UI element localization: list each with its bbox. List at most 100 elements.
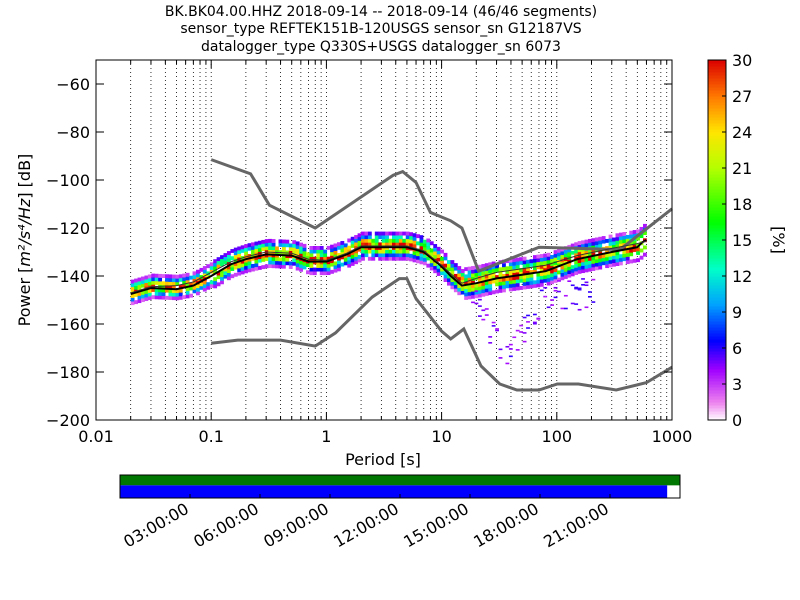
colorbar-segment bbox=[708, 243, 726, 247]
density-cell bbox=[598, 254, 603, 259]
density-cell bbox=[498, 348, 503, 351]
density-cell bbox=[422, 246, 427, 251]
density-cell bbox=[178, 285, 183, 290]
density-cell bbox=[237, 268, 242, 272]
density-cell bbox=[488, 291, 493, 296]
density-cell bbox=[302, 247, 307, 252]
density-cell bbox=[285, 261, 290, 266]
density-cell bbox=[550, 280, 555, 285]
density-cell bbox=[484, 281, 489, 286]
density-cell bbox=[457, 266, 462, 270]
density-cell bbox=[529, 270, 534, 274]
density-cell bbox=[288, 261, 293, 266]
density-cell bbox=[192, 271, 197, 276]
colorbar-segment bbox=[708, 222, 726, 226]
colorbar-segment bbox=[708, 72, 726, 76]
density-cell bbox=[223, 260, 228, 265]
density-cell bbox=[192, 278, 197, 283]
density-cell bbox=[295, 241, 300, 246]
density-cell bbox=[574, 242, 579, 247]
density-cell bbox=[385, 256, 389, 261]
density-cell bbox=[412, 236, 417, 241]
density-cell bbox=[264, 264, 269, 269]
density-cell bbox=[240, 270, 245, 275]
density-cell bbox=[543, 271, 548, 276]
density-cell bbox=[309, 246, 314, 250]
colorbar-segment bbox=[708, 150, 726, 154]
density-cell bbox=[213, 277, 218, 282]
density-cell bbox=[409, 235, 414, 240]
density-cell bbox=[560, 251, 565, 256]
density-cell bbox=[271, 264, 276, 269]
density-cell bbox=[567, 273, 572, 278]
density-cell bbox=[391, 242, 396, 247]
density-cell bbox=[137, 281, 142, 286]
density-cell bbox=[275, 250, 279, 254]
colorbar-segment bbox=[708, 396, 726, 400]
density-cell bbox=[292, 247, 297, 252]
density-cell bbox=[171, 285, 176, 290]
density-cell bbox=[244, 258, 248, 263]
density-cell bbox=[299, 264, 304, 269]
density-cell bbox=[608, 259, 613, 264]
density-cell bbox=[130, 297, 135, 302]
density-cell bbox=[522, 332, 527, 334]
density-cell bbox=[140, 280, 145, 285]
density-cell bbox=[185, 283, 190, 288]
noise-models bbox=[210, 158, 673, 392]
density-cell bbox=[584, 243, 589, 248]
density-cell bbox=[388, 253, 393, 258]
density-cell bbox=[625, 256, 630, 261]
density-cell bbox=[374, 235, 379, 240]
colorbar-tick-label: 24 bbox=[732, 123, 752, 142]
density-cell bbox=[519, 278, 524, 283]
density-cell bbox=[450, 270, 455, 275]
density-cell bbox=[505, 277, 510, 282]
density-cell bbox=[550, 304, 555, 306]
density-cell bbox=[395, 256, 400, 261]
density-cell bbox=[457, 276, 462, 281]
density-cell bbox=[498, 270, 503, 275]
density-cell bbox=[144, 282, 149, 287]
density-cell bbox=[378, 253, 383, 258]
density-cell bbox=[333, 250, 338, 255]
density-cell bbox=[563, 275, 568, 279]
density-cell bbox=[330, 259, 334, 263]
density-cell bbox=[147, 278, 152, 283]
density-cell bbox=[151, 277, 156, 282]
density-cell bbox=[230, 249, 235, 253]
density-cell bbox=[450, 278, 455, 283]
density-cell bbox=[319, 246, 324, 250]
density-cell bbox=[440, 260, 444, 265]
density-cell bbox=[347, 245, 352, 250]
time-tick-label: 18:00:00 bbox=[470, 499, 542, 551]
density-cell bbox=[230, 274, 235, 279]
density-cell bbox=[598, 251, 603, 256]
colorbar-segment bbox=[708, 204, 726, 208]
density-cell bbox=[512, 336, 517, 339]
density-cell bbox=[574, 286, 579, 289]
density-cell bbox=[601, 239, 606, 244]
density-cell bbox=[354, 238, 359, 243]
density-cell bbox=[453, 273, 458, 278]
density-cell bbox=[598, 236, 603, 241]
density-cell bbox=[612, 251, 616, 256]
density-cell bbox=[405, 242, 410, 247]
colorbar-segment bbox=[708, 225, 726, 229]
density-cell bbox=[460, 276, 465, 281]
density-cell bbox=[474, 294, 479, 299]
density-cell bbox=[615, 262, 620, 266]
density-cell bbox=[398, 235, 403, 240]
density-cell bbox=[326, 263, 331, 268]
density-cell bbox=[326, 256, 331, 261]
density-cell bbox=[532, 255, 537, 260]
density-cell bbox=[608, 234, 613, 239]
density-cell bbox=[563, 249, 568, 254]
density-cell bbox=[402, 238, 407, 243]
density-cell bbox=[539, 257, 544, 262]
density-cell bbox=[309, 249, 314, 254]
colorbar-segment bbox=[708, 357, 726, 361]
density-cell bbox=[419, 245, 424, 250]
density-cell bbox=[567, 270, 572, 275]
